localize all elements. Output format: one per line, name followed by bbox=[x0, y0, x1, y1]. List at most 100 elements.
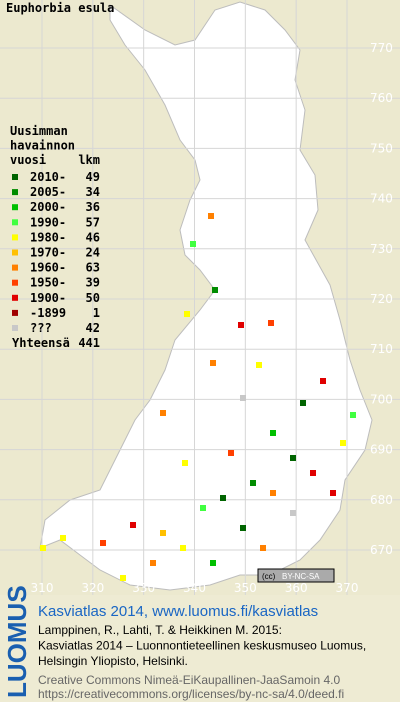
occurrence-square bbox=[200, 505, 206, 511]
legend-heading: havainnon bbox=[10, 139, 75, 153]
occurrence-square bbox=[260, 545, 266, 551]
species-title: Euphorbia esula bbox=[6, 1, 114, 15]
legend-total: 441 bbox=[78, 336, 100, 350]
occurrence-square bbox=[150, 560, 156, 566]
legend-heading: Uusimman bbox=[10, 124, 68, 138]
legend-label: 1900- bbox=[30, 291, 66, 305]
legend-label: 2000- bbox=[30, 200, 66, 214]
legend-count: 34 bbox=[86, 185, 100, 199]
legend-total-label: Yhteensä bbox=[12, 336, 70, 350]
grid-label: 760 bbox=[370, 91, 393, 105]
footer-text: Lamppinen, R., Lahti, T. & Heikkinen M. … bbox=[38, 623, 366, 701]
legend-label: -1899 bbox=[30, 306, 66, 320]
legend-count: 50 bbox=[86, 291, 100, 305]
grid-label: 670 bbox=[370, 543, 393, 557]
occurrence-square bbox=[120, 575, 126, 581]
license-line: https://creativecommons.org/licenses/by-… bbox=[38, 687, 344, 701]
legend-label: 1970- bbox=[30, 246, 66, 260]
occurrence-square bbox=[228, 450, 234, 456]
occurrence-square bbox=[310, 470, 316, 476]
grid-label: 700 bbox=[370, 392, 393, 406]
grid-label: 690 bbox=[370, 443, 393, 457]
legend-swatch bbox=[12, 204, 18, 211]
license-badge: (cc) BY-NC-SA bbox=[257, 568, 335, 583]
legend-label: 1960- bbox=[30, 261, 66, 275]
legend-count: 1 bbox=[93, 306, 100, 320]
occurrence-square bbox=[40, 545, 46, 551]
occurrence-square bbox=[212, 287, 218, 293]
grid-label: 680 bbox=[370, 493, 393, 507]
legend-swatch bbox=[12, 174, 18, 180]
occurrence-square bbox=[160, 530, 166, 536]
occurrence-square bbox=[320, 378, 326, 384]
grid-label: 770 bbox=[370, 41, 393, 55]
legend-label: 2010- bbox=[30, 170, 66, 184]
grid-label: 360 bbox=[285, 581, 308, 595]
occurrence-square bbox=[300, 400, 306, 406]
legend-swatch bbox=[12, 309, 18, 316]
occurrence-square bbox=[256, 362, 262, 368]
legend-count: 39 bbox=[86, 276, 100, 290]
occurrence-square bbox=[290, 455, 296, 461]
legend-count-heading: lkm bbox=[78, 153, 100, 167]
occurrence-square bbox=[160, 410, 166, 416]
license-line: Creative Commons Nimeä-EiKaupallinen-Jaa… bbox=[38, 673, 340, 687]
legend-label: 1990- bbox=[30, 215, 66, 229]
legend-count: 57 bbox=[86, 215, 100, 229]
occurrence-square bbox=[180, 545, 186, 551]
badge-cc: (cc) bbox=[262, 572, 276, 581]
occurrence-square bbox=[270, 490, 276, 496]
grid-overlay: 770 760 750 740 730 720 710 700 690 680 670 310 320 3… bbox=[0, 0, 400, 595]
grid-label: 370 bbox=[336, 581, 359, 595]
legend-swatch bbox=[12, 264, 18, 271]
occurrence-square bbox=[210, 360, 216, 366]
grid-label: 720 bbox=[370, 292, 393, 306]
grid-label: 750 bbox=[370, 141, 393, 155]
occurrence-square bbox=[60, 535, 66, 541]
grid-label: 340 bbox=[183, 581, 206, 595]
grid-label: 710 bbox=[370, 342, 393, 356]
legend-swatch bbox=[12, 219, 18, 226]
legend-heading: vuosi bbox=[10, 153, 46, 167]
occurrence-square bbox=[270, 430, 276, 436]
legend-swatch bbox=[12, 294, 18, 301]
footer-title: Kasviatlas 2014, www.luomus.fi/kasviatla… bbox=[38, 603, 318, 620]
citation-line: Lamppinen, R., Lahti, T. & Heikkinen M. … bbox=[38, 623, 282, 637]
legend-count: 46 bbox=[86, 230, 100, 244]
occurrence-square bbox=[330, 490, 336, 496]
grid-label: 740 bbox=[370, 192, 393, 206]
occurrence-square bbox=[240, 525, 246, 531]
logo: LUOMUS bbox=[2, 585, 32, 698]
occurrence-square bbox=[182, 460, 188, 466]
legend-count: 42 bbox=[86, 321, 100, 335]
occurrence-square bbox=[250, 480, 256, 486]
occurrence-square bbox=[350, 412, 356, 418]
occurrence-square bbox=[100, 540, 106, 546]
occurrence-square bbox=[184, 311, 190, 317]
citation-line: Kasviatlas 2014 – Luonnontieteellinen ke… bbox=[38, 639, 366, 653]
occurrence-square bbox=[290, 510, 296, 516]
occurrence-square bbox=[208, 213, 214, 219]
legend-swatch bbox=[12, 325, 18, 331]
legend-label: 1980- bbox=[30, 230, 66, 244]
occurrence-square bbox=[238, 322, 244, 328]
legend-label: 1950- bbox=[30, 276, 66, 290]
legend-label: 2005- bbox=[30, 185, 66, 199]
badge-box bbox=[257, 568, 335, 583]
occurrence-square bbox=[220, 495, 226, 501]
legend-count: 63 bbox=[86, 261, 100, 275]
legend-count: 49 bbox=[86, 170, 100, 184]
legend-swatch bbox=[12, 234, 18, 241]
legend-swatch bbox=[12, 279, 18, 286]
legend-count: 24 bbox=[86, 246, 100, 260]
legend-swatch bbox=[12, 189, 18, 196]
badge-text: BY-NC-SA bbox=[282, 572, 320, 581]
occurrence-square bbox=[210, 560, 216, 566]
grid-label: 320 bbox=[81, 581, 104, 595]
legend-count: 36 bbox=[86, 200, 100, 214]
grid-label: 330 bbox=[132, 581, 155, 595]
citation-line: Helsingin Yliopisto, Helsinki. bbox=[38, 654, 188, 668]
